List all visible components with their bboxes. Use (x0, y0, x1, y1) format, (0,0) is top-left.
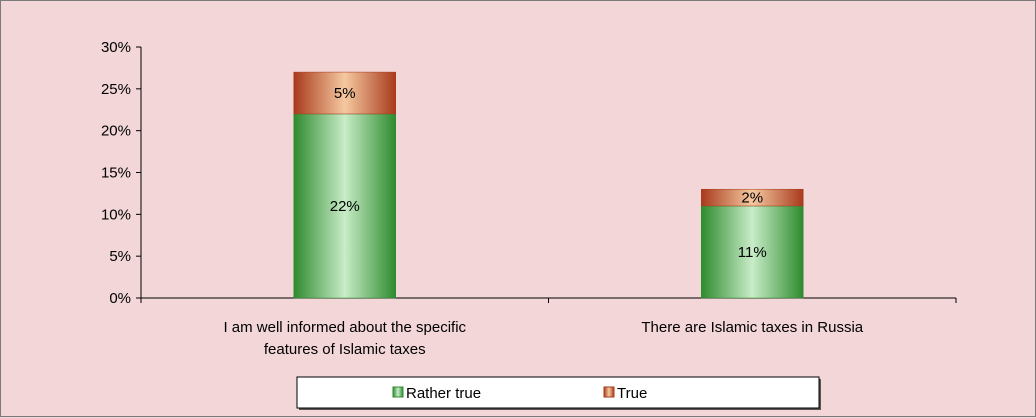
bars (293, 71, 804, 299)
legend-label: Rather true (406, 385, 481, 402)
legend-box (296, 376, 820, 409)
y-tick-label: 0% (109, 290, 131, 307)
y-tick-label: 10% (101, 206, 131, 223)
data-label: 11% (738, 244, 767, 261)
y-tick-label: 25% (101, 81, 131, 98)
legend-swatch (603, 386, 615, 398)
bar-rather-true (293, 113, 396, 299)
bar-true (701, 188, 804, 207)
data-label: 5% (334, 85, 356, 102)
legend-label: True (617, 385, 647, 402)
category-label: I am well informed about the specific (223, 319, 466, 336)
y-tick-label: 5% (109, 248, 131, 265)
labels: 22% 5% I am well informed about the specif… (223, 85, 863, 358)
y-tick-label: 30% (101, 39, 131, 56)
y-tick-label: 20% (101, 123, 131, 140)
legend-swatch (392, 386, 404, 398)
category-label: features of Islamic taxes (264, 341, 426, 358)
axes: 0% 5% 10% 15% 20% 25% 30% (101, 39, 957, 307)
y-tick-label: 15% (101, 165, 131, 182)
data-label: 22% (330, 198, 360, 215)
category-label: There are Islamic taxes in Russia (641, 319, 863, 336)
data-label: 2% (741, 190, 763, 207)
legend: Rather true True (296, 376, 821, 410)
bar-true (293, 71, 396, 115)
